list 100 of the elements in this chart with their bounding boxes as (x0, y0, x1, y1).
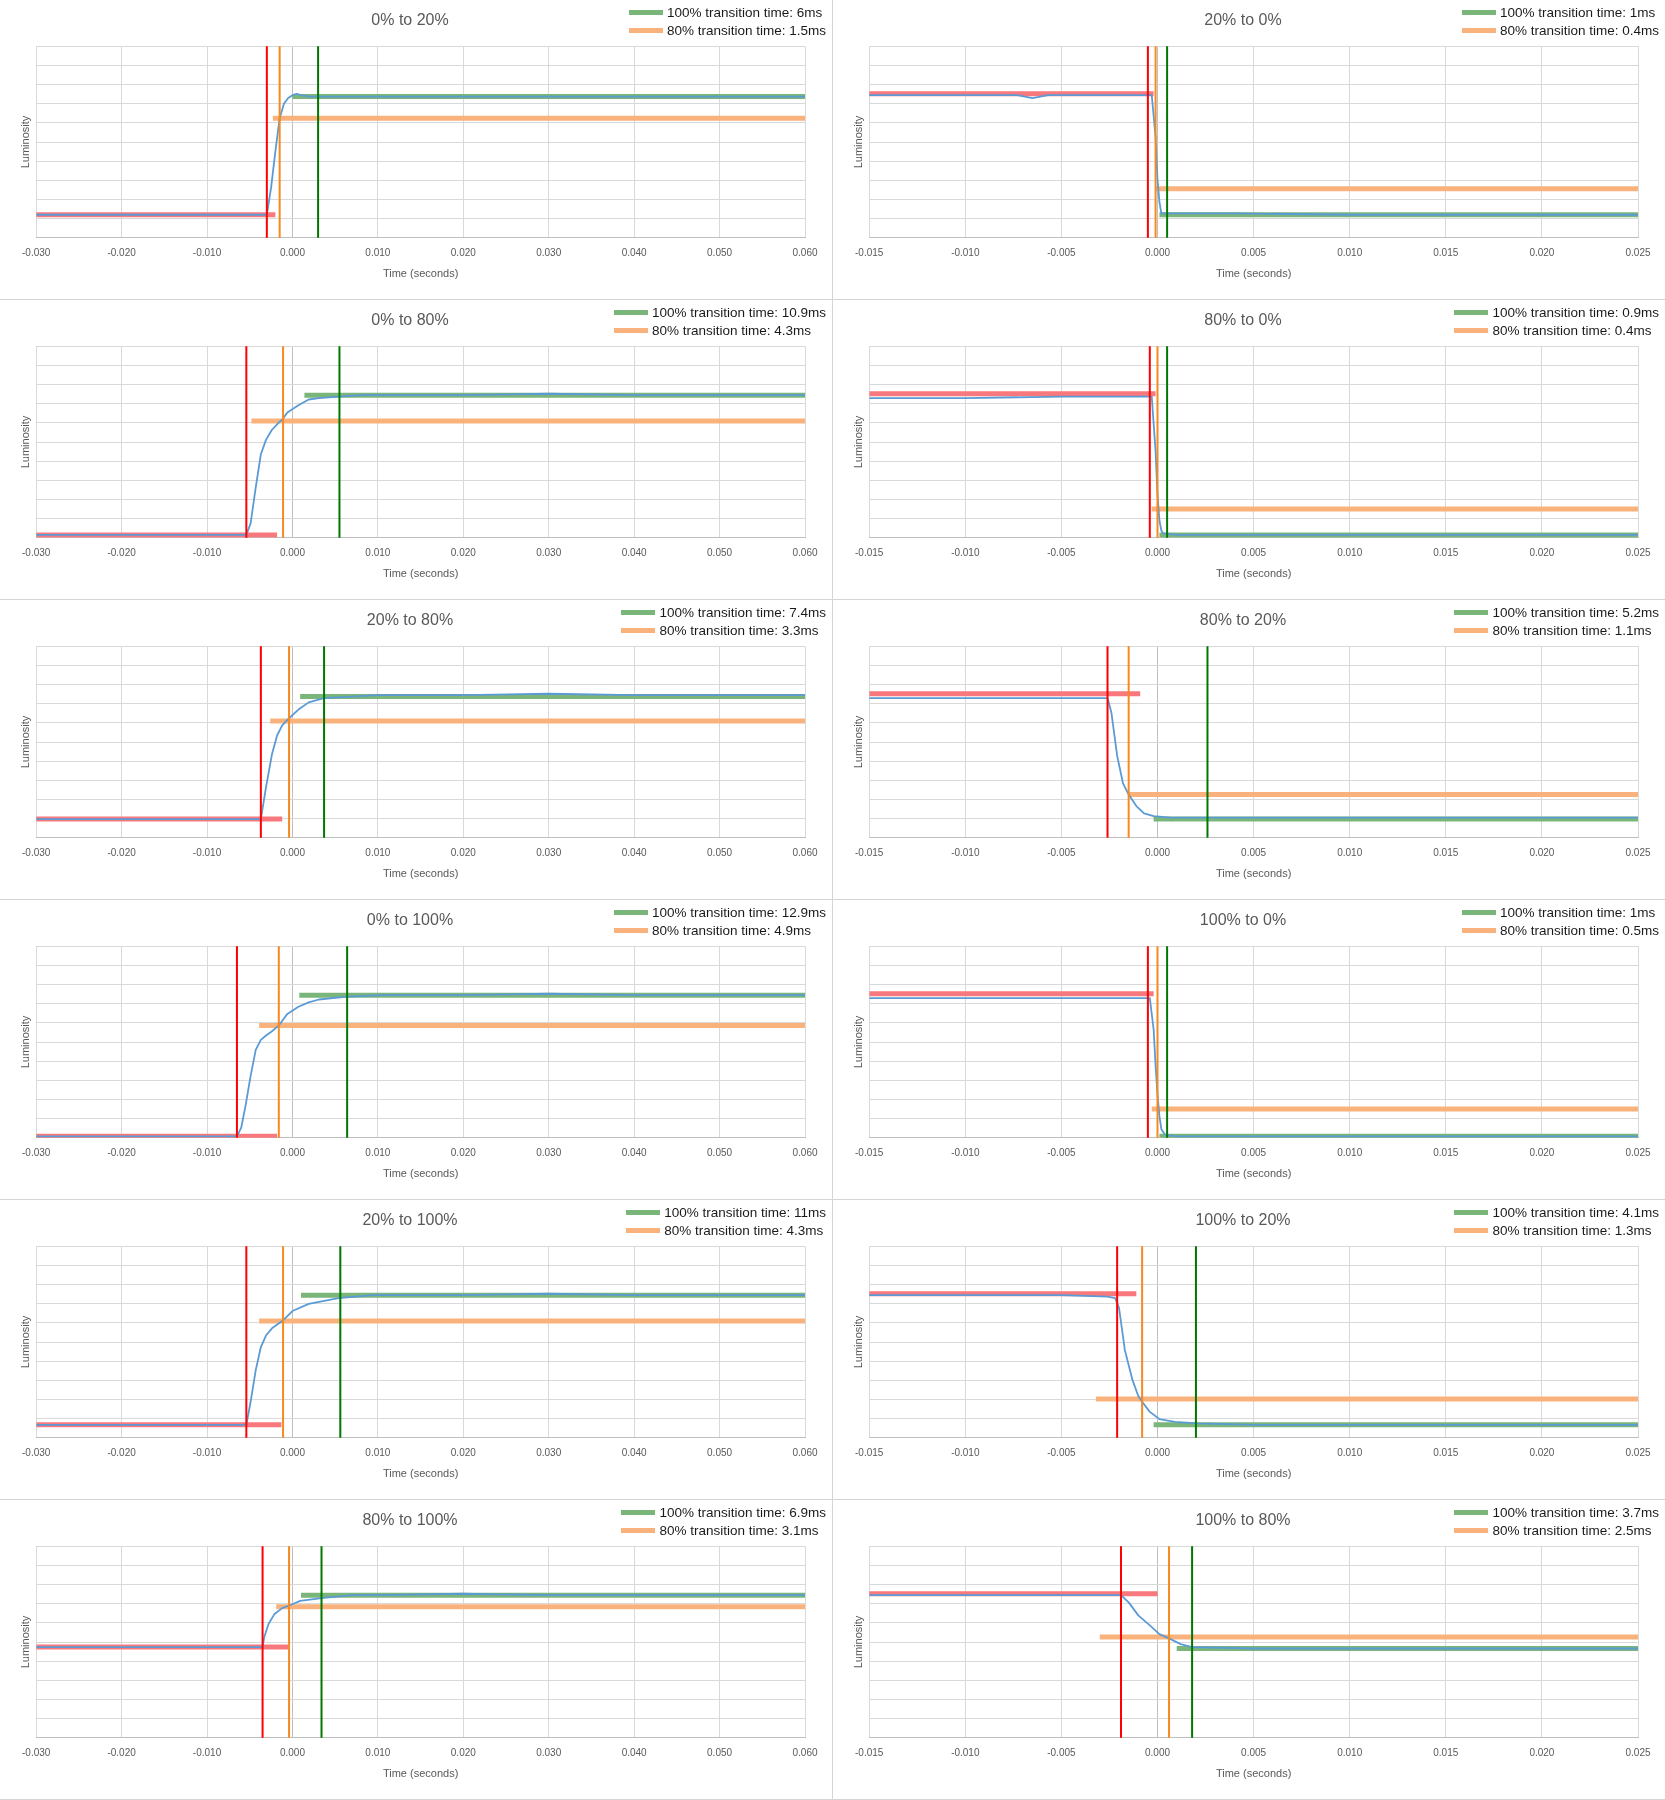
x-tick-label: -0.030 (22, 1746, 51, 1758)
x-tick-label: 0.050 (707, 1746, 733, 1758)
x-tick-label: 0.000 (279, 846, 306, 858)
x-tick-label: 0.060 (792, 1746, 818, 1758)
legend-label: 100% transition time: 10.9ms (651, 305, 826, 320)
x-tick-label: -0.020 (107, 246, 137, 258)
x-tick-label: 0.040 (621, 246, 648, 258)
x-tick-label: 0.060 (792, 246, 818, 258)
x-tick-label: 0.015 (1433, 1446, 1459, 1458)
x-tick-label: 0.050 (707, 1446, 733, 1458)
x-tick-label: 0.005 (1241, 846, 1267, 858)
x-tick-label: -0.030 (22, 1146, 51, 1158)
legend-label: 80% transition time: 0.4ms (1499, 23, 1659, 38)
legend-label: 100% transition time: 7.4ms (659, 605, 826, 620)
x-axis-title: Time (seconds) (1215, 1167, 1292, 1180)
x-tick-label: 0.000 (1144, 246, 1171, 258)
x-tick-label: 0.000 (1144, 1146, 1171, 1158)
x-tick-label: 0.040 (621, 546, 648, 558)
x-tick-label: 0.025 (1625, 546, 1651, 558)
x-tick-label: 0.025 (1625, 246, 1651, 258)
legend-label: 100% transition time: 0.9ms (1492, 305, 1659, 320)
x-tick-label: 0.025 (1625, 1746, 1651, 1758)
legend-label: 100% transition time: 12.9ms (651, 905, 826, 920)
x-tick-label: -0.010 (951, 246, 980, 258)
x-tick-label: 0.020 (450, 546, 477, 558)
x-tick-label: -0.030 (22, 1446, 51, 1458)
x-tick-label: 0.010 (1337, 546, 1363, 558)
x-tick-label: 0.025 (1625, 846, 1651, 858)
chart-title: 100% to 0% (1199, 911, 1287, 929)
x-tick-label: -0.010 (951, 846, 980, 858)
x-tick-label: 0.010 (1337, 1746, 1363, 1758)
x-tick-label: -0.020 (107, 1146, 137, 1158)
x-tick-label: -0.010 (192, 1446, 222, 1458)
x-tick-label: 0.000 (1144, 1446, 1171, 1458)
x-tick-label: -0.005 (1047, 1446, 1077, 1458)
x-tick-label: 0.030 (536, 1146, 562, 1158)
x-tick-label: 0.060 (792, 846, 818, 858)
x-tick-label: 0.010 (365, 546, 391, 558)
y-axis-title: Luminosity (851, 1015, 864, 1069)
x-tick-label: -0.005 (1047, 1146, 1077, 1158)
x-tick-label: -0.005 (1047, 546, 1077, 558)
chart-title: 80% to 100% (362, 1511, 458, 1529)
y-axis-title: Luminosity (18, 115, 31, 169)
x-tick-label: 0.010 (1337, 246, 1363, 258)
y-axis-title: Luminosity (851, 1315, 864, 1369)
x-tick-label: 0.020 (1529, 1446, 1555, 1458)
legend-label: 80% transition time: 4.3ms (651, 323, 811, 338)
x-axis-title: Time (seconds) (1215, 867, 1292, 880)
x-tick-label: 0.030 (536, 1746, 562, 1758)
x-tick-label: -0.010 (192, 246, 222, 258)
x-axis-title: Time (seconds) (1215, 1767, 1292, 1780)
x-tick-label: 0.040 (621, 846, 648, 858)
x-tick-label: 0.020 (450, 846, 477, 858)
x-tick-label: 0.025 (1625, 1146, 1651, 1158)
x-tick-label: -0.010 (192, 1146, 222, 1158)
x-tick-label: 0.000 (279, 1446, 306, 1458)
x-tick-label: 0.015 (1433, 846, 1459, 858)
x-tick-label: -0.015 (855, 846, 884, 858)
legend-label: 80% transition time: 1.5ms (666, 23, 826, 38)
x-tick-label: 0.005 (1241, 1746, 1267, 1758)
x-tick-label: 0.040 (621, 1746, 648, 1758)
x-tick-label: -0.020 (107, 1446, 137, 1458)
x-tick-label: 0.020 (450, 1146, 477, 1158)
x-axis-title: Time (seconds) (1215, 567, 1292, 580)
x-tick-label: 0.050 (707, 546, 733, 558)
y-axis-title: Luminosity (851, 115, 864, 169)
x-tick-label: 0.015 (1433, 1146, 1459, 1158)
y-axis-title: Luminosity (18, 1315, 31, 1369)
x-tick-label: 0.005 (1241, 546, 1267, 558)
legend-label: 80% transition time: 3.3ms (659, 623, 819, 638)
x-tick-label: 0.020 (450, 246, 477, 258)
x-tick-label: -0.015 (855, 546, 884, 558)
x-tick-label: 0.050 (707, 1146, 733, 1158)
x-tick-label: 0.010 (365, 246, 391, 258)
x-tick-label: -0.010 (192, 546, 222, 558)
chart-title: 20% to 80% (366, 611, 454, 629)
x-tick-label: -0.020 (107, 846, 137, 858)
x-tick-label: 0.030 (536, 546, 562, 558)
chart-title: 20% to 100% (362, 1211, 458, 1229)
x-tick-label: 0.010 (1337, 1146, 1363, 1158)
y-axis-title: Luminosity (18, 1615, 31, 1669)
chart-title: 0% to 80% (371, 311, 449, 329)
x-tick-label: -0.030 (22, 846, 51, 858)
x-tick-label: 0.000 (1144, 546, 1171, 558)
x-tick-label: -0.005 (1047, 246, 1077, 258)
x-tick-label: 0.000 (1144, 846, 1171, 858)
y-axis-title: Luminosity (18, 1015, 31, 1069)
chart-title: 0% to 20% (371, 11, 449, 29)
x-tick-label: 0.000 (1144, 1746, 1171, 1758)
x-tick-label: 0.060 (792, 546, 818, 558)
x-tick-label: 0.020 (1529, 846, 1555, 858)
x-tick-label: 0.010 (365, 1146, 391, 1158)
chart-title: 80% to 20% (1199, 611, 1287, 629)
chart-title: 80% to 0% (1204, 311, 1282, 329)
x-tick-label: 0.025 (1625, 1446, 1651, 1458)
legend-label: 100% transition time: 6ms (666, 5, 823, 20)
x-tick-label: -0.030 (22, 546, 51, 558)
x-tick-label: -0.015 (855, 1146, 884, 1158)
x-tick-label: 0.020 (1529, 246, 1555, 258)
chart-title: 100% to 20% (1195, 1211, 1291, 1229)
